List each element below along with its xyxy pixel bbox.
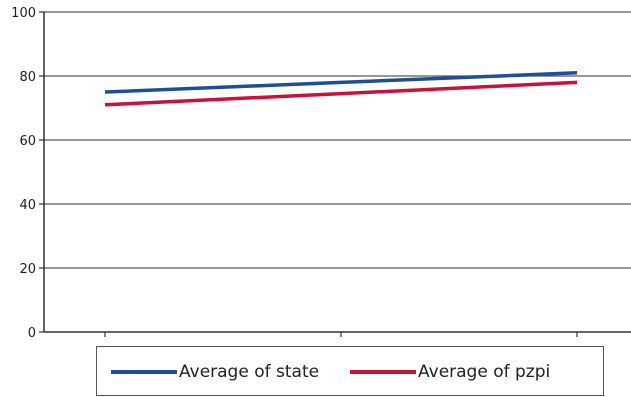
y-tick-label-40: 40 (19, 198, 36, 213)
x-axis (104, 332, 578, 337)
y-tick-label-100: 100 (11, 6, 36, 21)
y-tick-label-0: 0 (28, 326, 36, 341)
legend: Average of state Average of pzpi (96, 346, 604, 396)
y-axis: 0 20 40 60 80 100 (11, 6, 45, 341)
series-line-pzpi (104, 80, 578, 107)
legend-item-pzpi: Average of pzpi (350, 361, 550, 383)
legend-item-state: Average of state (111, 361, 319, 383)
line-chart: 0 20 40 60 80 100 (11, 6, 631, 341)
legend-swatch-state (111, 370, 177, 374)
y-tick-label-20: 20 (19, 262, 36, 277)
y-tick-label-80: 80 (19, 70, 36, 85)
legend-label-state: Average of state (179, 362, 320, 382)
y-tick-label-60: 60 (19, 134, 36, 149)
legend-label-pzpi: Average of pzpi (418, 362, 551, 382)
gridlines (44, 11, 631, 333)
legend-swatch-pzpi (350, 370, 416, 374)
series-lines (104, 71, 578, 107)
series-line-state (104, 71, 578, 94)
